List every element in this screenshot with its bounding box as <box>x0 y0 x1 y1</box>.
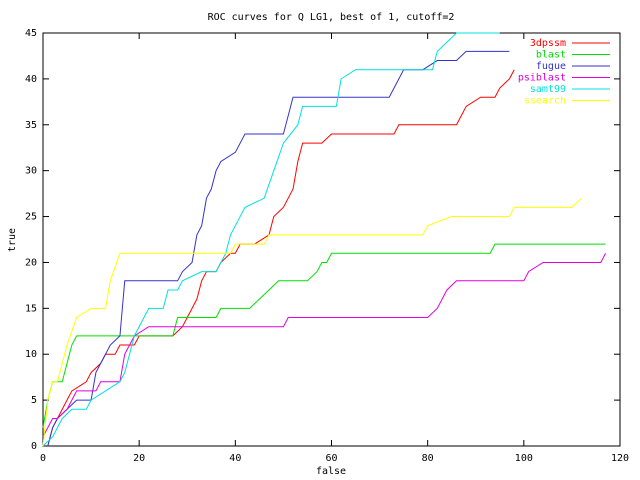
y-tick-label: 40 <box>25 74 37 85</box>
x-tick-label: 120 <box>611 453 629 464</box>
x-axis-label: false <box>316 466 346 477</box>
legend-label: blast <box>536 50 566 61</box>
x-tick-label: 80 <box>422 453 434 464</box>
legend-label: samt99 <box>530 84 566 95</box>
x-tick-label: 100 <box>515 453 533 464</box>
series-line <box>47 69 515 447</box>
series-line <box>42 32 500 447</box>
y-tick-label: 20 <box>25 257 37 268</box>
legend-label: fugue <box>536 61 566 72</box>
series-line <box>42 197 582 447</box>
y-tick-label: 30 <box>25 166 37 177</box>
y-tick-label: 10 <box>25 349 37 360</box>
y-tick-label: 25 <box>25 212 37 223</box>
y-tick-label: 45 <box>25 28 37 39</box>
x-tick-label: 20 <box>133 453 145 464</box>
x-tick-label: 0 <box>40 453 46 464</box>
y-tick-label: 15 <box>25 303 37 314</box>
series-line <box>42 243 606 428</box>
y-axis-label: true <box>7 228 18 252</box>
series-line <box>47 50 510 447</box>
x-tick-label: 60 <box>325 453 337 464</box>
legend-label: psiblast <box>518 73 566 84</box>
y-tick-label: 35 <box>25 120 37 131</box>
y-tick-label: 0 <box>31 441 37 452</box>
legend-label: ssearch <box>524 96 566 107</box>
series-line <box>42 253 607 438</box>
x-tick-label: 40 <box>229 453 241 464</box>
legend-label: 3dpssm <box>530 38 566 49</box>
chart-title: ROC curves for Q LG1, best of 1, cutoff=… <box>208 12 455 23</box>
y-tick-label: 5 <box>31 395 37 406</box>
